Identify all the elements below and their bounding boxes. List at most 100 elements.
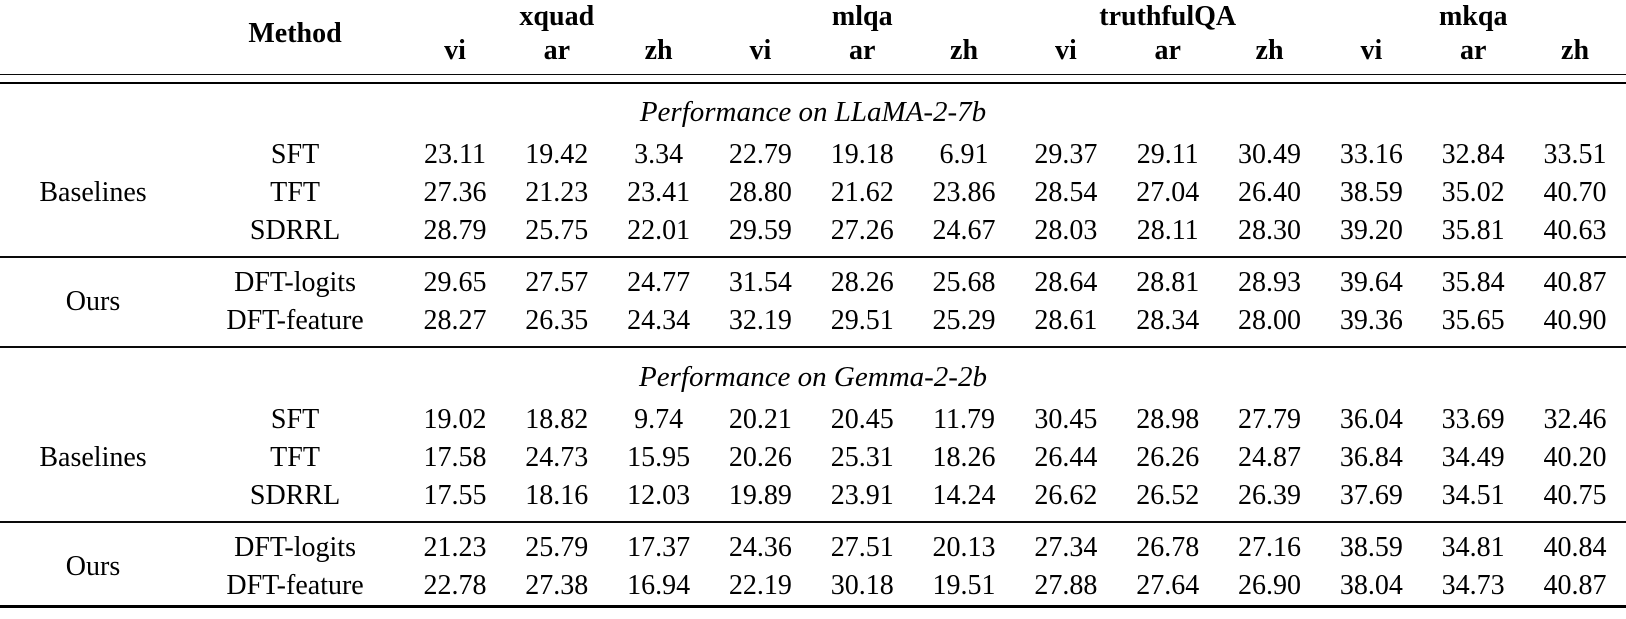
value-cell: 22.79 xyxy=(728,139,792,170)
value-cell: 40.70 xyxy=(1543,177,1607,208)
value-cell: 24.73 xyxy=(525,442,589,473)
value-cell: 40.87 xyxy=(1543,267,1607,298)
table-row-DFT-logits: Ours DFT-logits 29.65 27.57 24.77 31.54 28.26 2… xyxy=(0,264,1626,316)
value-cell: 24.67 xyxy=(932,215,996,246)
subcol-header-truthfulQA-ar: ar xyxy=(1154,35,1181,66)
section-separator-rule xyxy=(0,340,1626,354)
table-row-SDRRL: SDRRL 28.79 25.75 22.01 29.59 27.26 24.67 28.03… xyxy=(0,212,1626,250)
value-cell: 22.01 xyxy=(627,215,691,246)
value-cell: 29.59 xyxy=(728,215,792,246)
value-cell: 26.40 xyxy=(1238,177,1302,208)
value-cell: 40.75 xyxy=(1543,480,1607,511)
value-cell: 28.80 xyxy=(728,177,792,208)
table-bottom-rule xyxy=(0,605,1626,617)
subcol-header-mlqa-ar: ar xyxy=(849,35,876,66)
value-cell: 40.87 xyxy=(1543,570,1607,601)
group-label-Ours: Ours xyxy=(65,286,121,317)
value-cell: 27.57 xyxy=(525,267,589,298)
subcol-header-mkqa-zh: zh xyxy=(1561,35,1590,66)
group-separator-rule-line xyxy=(0,521,1626,523)
group-separator-rule-line xyxy=(0,256,1626,258)
method-cell: SDRRL xyxy=(249,480,341,511)
subcol-header-mkqa-ar: ar xyxy=(1459,35,1487,66)
value-cell: 20.21 xyxy=(728,404,792,435)
value-cell: 26.39 xyxy=(1238,480,1302,511)
value-cell: 28.34 xyxy=(1136,305,1200,336)
value-cell: 22.78 xyxy=(423,570,487,601)
subcol-header-truthfulQA-vi: vi xyxy=(1054,35,1077,66)
group-label-Ours: Ours xyxy=(65,551,121,582)
value-cell: 35.65 xyxy=(1441,305,1505,336)
header-spacer-cell xyxy=(0,0,186,68)
value-cell: 35.02 xyxy=(1441,177,1505,208)
value-cell: 23.11 xyxy=(423,139,486,170)
value-cell: 15.95 xyxy=(627,442,691,473)
subcol-header-xquad-zh: zh xyxy=(644,35,673,66)
value-cell: 27.64 xyxy=(1136,570,1200,601)
subcol-header-mlqa-zh: zh xyxy=(950,35,979,66)
method-cell: DFT-feature xyxy=(226,305,364,336)
value-cell: 17.55 xyxy=(423,480,487,511)
value-cell: 18.26 xyxy=(932,442,996,473)
value-cell: 32.19 xyxy=(728,305,792,336)
table-row-DFT-feature: DFT-feature 28.27 26.35 24.34 32.19 29.51 25.2… xyxy=(0,302,1626,340)
method-cell: DFT-logits xyxy=(234,532,356,563)
value-cell: 24.87 xyxy=(1238,442,1302,473)
value-cell: 27.36 xyxy=(423,177,487,208)
value-cell: 28.61 xyxy=(1034,305,1098,336)
value-cell: 32.46 xyxy=(1543,404,1607,435)
section-title: Performance on LLaMA-2-7b xyxy=(639,96,987,128)
value-cell: 3.34 xyxy=(634,139,684,170)
value-cell: 18.82 xyxy=(525,404,589,435)
value-cell: 34.49 xyxy=(1441,442,1505,473)
value-cell: 38.04 xyxy=(1339,570,1403,601)
method-cell: DFT-feature xyxy=(226,570,364,601)
method-cell: TFT xyxy=(270,177,320,208)
method-cell: SFT xyxy=(270,404,320,435)
value-cell: 27.88 xyxy=(1034,570,1098,601)
value-cell: 34.73 xyxy=(1441,570,1505,601)
value-cell: 25.29 xyxy=(932,305,996,336)
table-header: Method xquad mlqa truthfulQA mkqa vi ar zh vi ar z… xyxy=(0,0,1626,68)
table-row-SFT: Baselines SFT 19.02 18.82 9.74 20.21 20.45 11.7… xyxy=(0,401,1626,472)
value-cell: 19.18 xyxy=(830,139,894,170)
group-label-Baselines: Baselines xyxy=(39,442,147,473)
value-cell: 28.11 xyxy=(1136,215,1199,246)
value-cell: 26.26 xyxy=(1136,442,1200,473)
value-cell: 29.65 xyxy=(423,267,487,298)
value-cell: 26.44 xyxy=(1034,442,1098,473)
value-cell: 28.30 xyxy=(1238,215,1302,246)
value-cell: 28.79 xyxy=(423,215,487,246)
col-group-header-mkqa: mkqa xyxy=(1438,1,1508,32)
value-cell: 11.79 xyxy=(933,404,996,435)
value-cell: 24.77 xyxy=(627,267,691,298)
value-cell: 31.54 xyxy=(728,267,792,298)
value-cell: 24.36 xyxy=(728,532,792,563)
value-cell: 38.59 xyxy=(1339,177,1403,208)
value-cell: 20.13 xyxy=(932,532,996,563)
table-row-SDRRL: SDRRL 17.55 18.16 12.03 19.89 23.91 14.24 26.62… xyxy=(0,477,1626,515)
col-group-header-xquad: xquad xyxy=(519,1,595,32)
value-cell: 28.26 xyxy=(830,267,894,298)
header-double-rule-line xyxy=(0,73,1626,84)
value-cell: 39.64 xyxy=(1339,267,1403,298)
value-cell: 27.34 xyxy=(1034,532,1098,563)
value-cell: 32.84 xyxy=(1441,139,1505,170)
value-cell: 12.03 xyxy=(627,480,691,511)
subcol-header-xquad-ar: ar xyxy=(543,35,570,66)
value-cell: 25.31 xyxy=(830,442,894,473)
value-cell: 25.68 xyxy=(932,267,996,298)
value-cell: 36.84 xyxy=(1339,442,1403,473)
table-row-DFT-logits: Ours DFT-logits 21.23 25.79 17.37 24.36 27.51 2… xyxy=(0,529,1626,581)
value-cell: 28.00 xyxy=(1238,305,1302,336)
subcol-header-mlqa-vi: vi xyxy=(749,35,772,66)
value-cell: 28.98 xyxy=(1136,404,1200,435)
value-cell: 24.34 xyxy=(627,305,691,336)
value-cell: 22.19 xyxy=(728,570,792,601)
value-cell: 23.41 xyxy=(627,177,691,208)
value-cell: 29.11 xyxy=(1136,139,1199,170)
value-cell: 26.62 xyxy=(1034,480,1098,511)
section-title: Performance on Gemma-2-2b xyxy=(639,361,987,393)
value-cell: 40.90 xyxy=(1543,305,1607,336)
